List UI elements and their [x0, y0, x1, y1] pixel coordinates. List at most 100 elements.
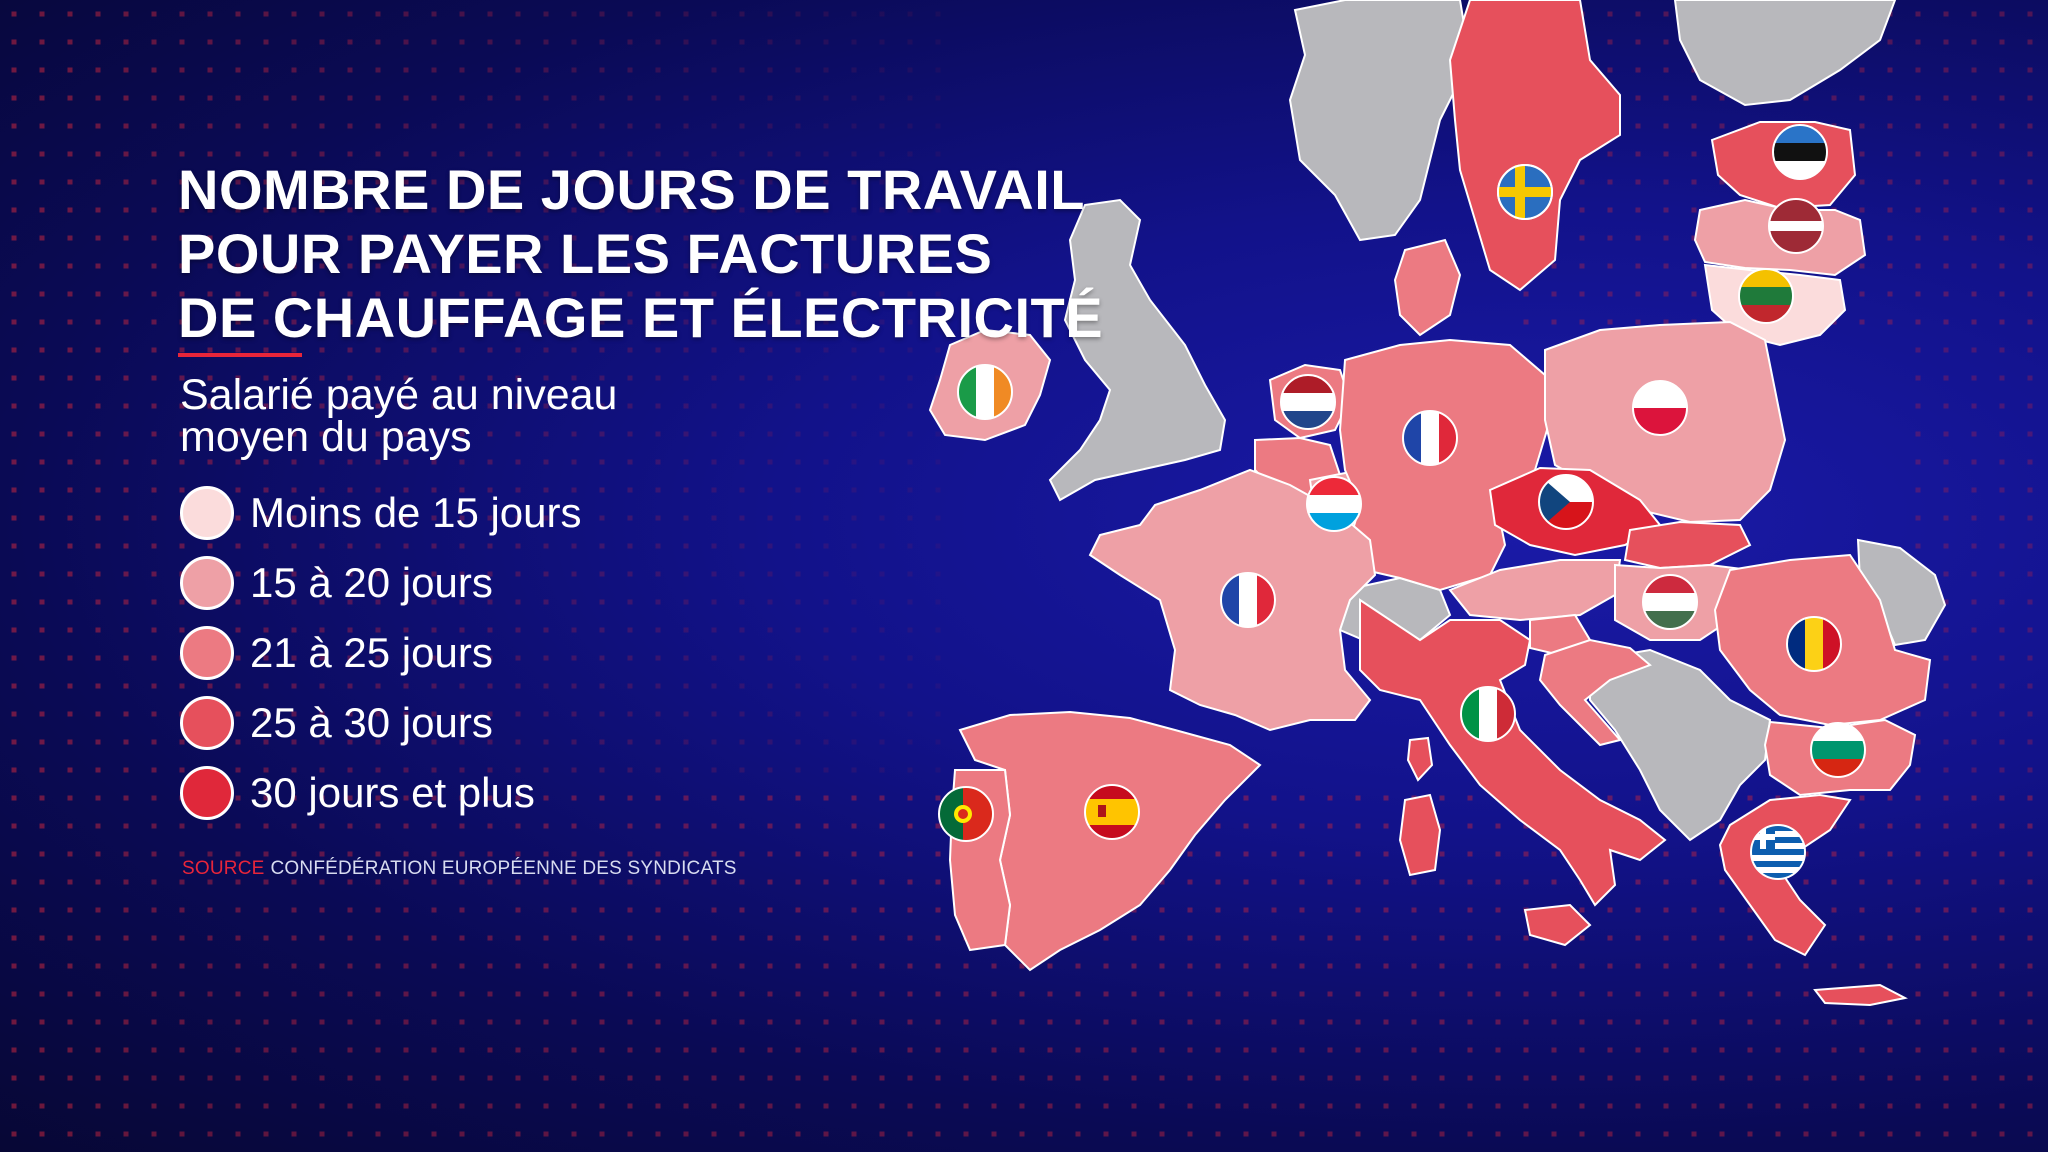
halftone-dot: [291, 627, 297, 633]
halftone-dot: [879, 1131, 885, 1137]
halftone-dot: [151, 935, 157, 941]
halftone-dot: [207, 263, 213, 269]
halftone-dot: [795, 571, 801, 577]
halftone-dot: [1943, 151, 1949, 157]
halftone-dot: [851, 655, 857, 661]
halftone-dot: [1859, 851, 1865, 857]
halftone-dot: [711, 963, 717, 969]
halftone-dot: [431, 207, 437, 213]
halftone-dot: [487, 571, 493, 577]
halftone-dot: [95, 179, 101, 185]
halftone-dot: [123, 319, 129, 325]
halftone-dot: [1999, 655, 2005, 661]
halftone-dot: [67, 683, 73, 689]
halftone-dot: [263, 263, 269, 269]
halftone-dot: [487, 459, 493, 465]
halftone-dot: [291, 1131, 297, 1137]
halftone-dot: [767, 179, 773, 185]
halftone-dot: [795, 123, 801, 129]
halftone-dot: [655, 1103, 661, 1109]
halftone-dot: [543, 571, 549, 577]
halftone-dot: [1271, 1047, 1277, 1053]
halftone-dot: [235, 347, 241, 353]
halftone-dot: [627, 543, 633, 549]
halftone-dot: [1159, 1131, 1165, 1137]
halftone-dot: [123, 571, 129, 577]
halftone-dot: [11, 1047, 17, 1053]
halftone-dot: [627, 207, 633, 213]
halftone-dot: [291, 655, 297, 661]
halftone-dot: [991, 1075, 997, 1081]
halftone-dot: [1915, 1131, 1921, 1137]
halftone-dot: [291, 935, 297, 941]
halftone-dot: [599, 179, 605, 185]
halftone-dot: [1971, 151, 1977, 157]
halftone-dot: [459, 767, 465, 773]
halftone-dot: [935, 571, 941, 577]
halftone-dot: [935, 879, 941, 885]
halftone-dot: [235, 151, 241, 157]
halftone-dot: [1439, 851, 1445, 857]
halftone-dot: [543, 935, 549, 941]
halftone-dot: [935, 459, 941, 465]
halftone-dot: [319, 1103, 325, 1109]
halftone-dot: [1355, 1075, 1361, 1081]
halftone-dot: [1719, 907, 1725, 913]
halftone-dot: [1215, 963, 1221, 969]
halftone-dot: [1103, 1103, 1109, 1109]
halftone-dot: [1999, 39, 2005, 45]
halftone-dot: [1411, 991, 1417, 997]
halftone-dot: [543, 599, 549, 605]
halftone-dot: [2027, 39, 2033, 45]
halftone-dot: [795, 431, 801, 437]
halftone-dot: [571, 991, 577, 997]
halftone-dot: [711, 711, 717, 717]
halftone-dot: [851, 963, 857, 969]
halftone-dot: [319, 543, 325, 549]
halftone-dot: [2027, 235, 2033, 241]
halftone-dot: [935, 179, 941, 185]
halftone-dot: [1467, 879, 1473, 885]
halftone-dot: [1719, 1131, 1725, 1137]
halftone-dot: [375, 291, 381, 297]
halftone-dot: [151, 403, 157, 409]
halftone-dot: [39, 711, 45, 717]
halftone-dot: [1271, 1075, 1277, 1081]
croatia-shape: [1538, 638, 1652, 747]
halftone-dot: [1299, 1019, 1305, 1025]
halftone-dot: [95, 795, 101, 801]
halftone-dot: [711, 851, 717, 857]
halftone-dot: [1523, 1047, 1529, 1053]
halftone-dot: [263, 571, 269, 577]
page-title: NOMBRE DE JOURS DE TRAVAIL POUR PAYER LE…: [178, 158, 1103, 350]
halftone-dot: [1243, 795, 1249, 801]
halftone-dot: [1971, 543, 1977, 549]
halftone-dot: [347, 907, 353, 913]
halftone-dot: [11, 291, 17, 297]
halftone-dot: [431, 795, 437, 801]
halftone-dot: [263, 151, 269, 157]
halftone-dot: [795, 851, 801, 857]
halftone-dot: [2027, 795, 2033, 801]
halftone-dot: [1047, 1019, 1053, 1025]
halftone-dot: [67, 487, 73, 493]
halftone-dot: [1271, 1019, 1277, 1025]
halftone-dot: [403, 627, 409, 633]
halftone-dot: [907, 795, 913, 801]
france-flag: [1402, 410, 1458, 466]
sicily-shape: [1523, 903, 1592, 947]
halftone-dot: [767, 487, 773, 493]
halftone-dot: [1159, 879, 1165, 885]
halftone-dot: [291, 907, 297, 913]
halftone-dot: [795, 459, 801, 465]
halftone-dot: [235, 1103, 241, 1109]
halftone-dot: [263, 375, 269, 381]
halftone-dot: [431, 123, 437, 129]
halftone-dot: [1327, 851, 1333, 857]
halftone-dot: [627, 1103, 633, 1109]
halftone-dot: [1215, 935, 1221, 941]
norway-shape: [1288, 0, 1472, 242]
latvia-flag: [1768, 198, 1824, 254]
halftone-dot: [95, 543, 101, 549]
halftone-dot: [487, 11, 493, 17]
